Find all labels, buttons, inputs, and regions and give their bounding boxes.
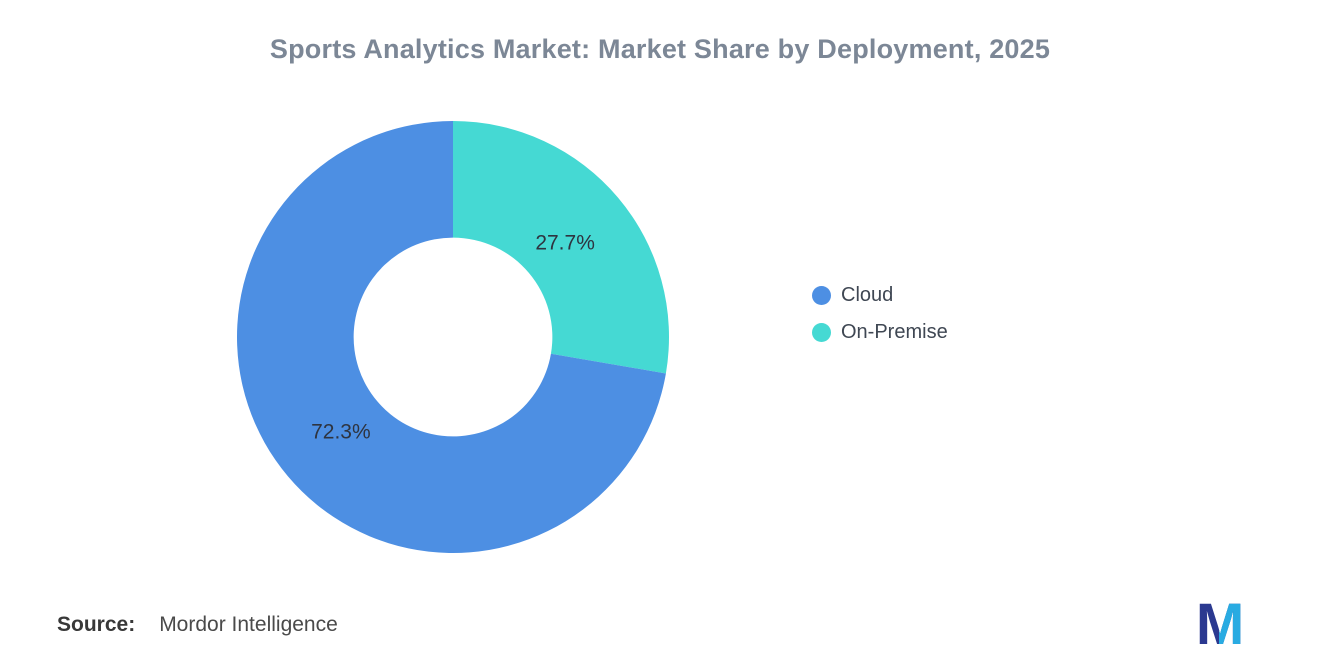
legend-item-cloud[interactable]: Cloud <box>812 284 948 307</box>
source-value: Mordor Intelligence <box>159 613 338 636</box>
logo-mark-dark: M <box>1196 596 1244 650</box>
legend-item-on-premise[interactable]: On-Premise <box>812 321 948 344</box>
legend-swatch-on-premise <box>812 323 831 342</box>
mordor-intelligence-logo: M M <box>1196 596 1244 650</box>
source: Source: Mordor Intelligence <box>57 613 338 637</box>
pie-slice-on-premise[interactable] <box>453 121 669 374</box>
source-label: Source: <box>57 613 136 636</box>
logo-mark-light: M <box>1196 596 1244 650</box>
legend-label-on-premise: On-Premise <box>841 321 948 343</box>
donut-chart: 27.7% 72.3% <box>236 121 669 553</box>
legend-swatch-cloud <box>812 286 831 305</box>
chart-title: Sports Analytics Market: Market Share by… <box>269 34 1051 64</box>
pie-slice-cloud[interactable] <box>236 121 666 553</box>
slice-label-cloud: 72.3% <box>311 421 371 444</box>
slice-label-on-premise: 27.7% <box>535 231 595 254</box>
legend-label-cloud: Cloud <box>841 284 894 306</box>
legend: Cloud On-Premise <box>812 284 948 358</box>
